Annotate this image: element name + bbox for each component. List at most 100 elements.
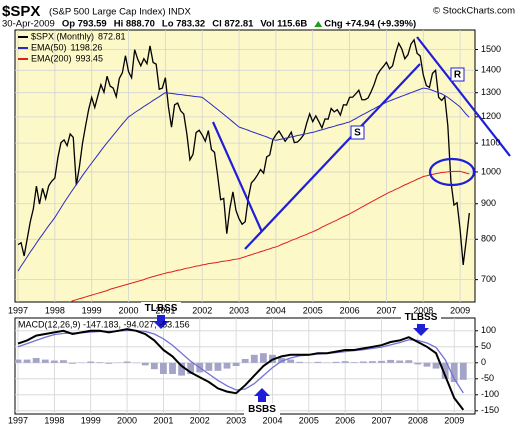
histogram-bar xyxy=(341,361,349,363)
annotation: TLBSS xyxy=(145,303,178,314)
x-tick-label: 2005 xyxy=(299,415,319,425)
annotation-box xyxy=(141,302,181,314)
quote-item: Hi 888.70 xyxy=(114,19,155,30)
x-tick-label: 2006 xyxy=(340,305,360,315)
histogram-bar xyxy=(378,360,385,363)
histogram-bar xyxy=(296,361,304,363)
histogram-bar xyxy=(160,362,167,374)
histogram-bar xyxy=(87,361,95,363)
x-tick-label: 1997 xyxy=(8,415,28,425)
y-tick-label: 1300 xyxy=(481,87,501,97)
histogram-bar xyxy=(250,354,258,363)
marks xyxy=(15,38,470,411)
quote-item: Op 793.59 xyxy=(62,19,107,30)
quote-item: 30-Apr-2009 xyxy=(2,19,55,30)
histogram-bar xyxy=(178,362,185,376)
histogram-bar xyxy=(32,358,40,363)
histogram-bar xyxy=(23,359,31,363)
y-tick-label: 700 xyxy=(481,274,496,284)
histogram-bar xyxy=(396,360,404,363)
annotation-box xyxy=(450,67,465,82)
histogram-bar xyxy=(314,361,322,363)
x-tick-label: 2009 xyxy=(450,305,470,315)
legend-label: $SPX (Monthly) xyxy=(31,31,94,41)
x-tick-label: 2004 xyxy=(266,305,286,315)
histogram-bar xyxy=(223,362,231,369)
x-tick-label: 1998 xyxy=(45,305,65,315)
x-tick-label: 2005 xyxy=(303,305,323,315)
annotation: BSBS xyxy=(248,404,276,415)
x-tick-label: 2002 xyxy=(192,305,212,315)
arrow xyxy=(254,388,270,402)
histogram-bar xyxy=(450,362,458,382)
histogram-bar xyxy=(123,361,131,363)
y-tick-label: 1500 xyxy=(481,44,501,54)
x-tick-label: 2000 xyxy=(117,415,137,425)
y-tick-label: 900 xyxy=(481,198,496,208)
histogram-bar xyxy=(287,359,295,363)
y-tick-label: 1200 xyxy=(481,111,501,121)
quote-line: 30-Apr-2009 Op 793.59 Hi 888.70 Lo 783.32 Cl… xyxy=(2,19,416,30)
histogram-bar xyxy=(432,362,440,369)
x-tick-label: 2001 xyxy=(153,415,173,425)
histogram-bar xyxy=(96,362,104,363)
histogram-bar xyxy=(205,362,213,371)
histogram-bar xyxy=(369,361,376,363)
histogram-bar xyxy=(15,359,22,363)
x-tick-label: 2008 xyxy=(413,305,433,315)
y-tick-label: -150 xyxy=(481,405,499,415)
y-tick-label: 100 xyxy=(481,325,496,335)
x-tick-label: 2008 xyxy=(408,415,428,425)
subtitle: (S&P 500 Large Cap Index) INDX xyxy=(49,7,192,18)
annotation: R xyxy=(454,70,462,81)
histogram-bar xyxy=(359,361,367,363)
x-tick-label: 2004 xyxy=(262,415,282,425)
histogram-bar xyxy=(241,358,249,363)
arrow xyxy=(413,324,429,336)
y-tick-label: 1000 xyxy=(481,166,501,176)
histogram-bar xyxy=(259,353,267,363)
series-line xyxy=(17,328,465,411)
x-tick-label: 2007 xyxy=(376,305,396,315)
histogram-bar xyxy=(169,362,176,374)
histogram-bar xyxy=(350,362,358,363)
arrow xyxy=(153,315,169,329)
x-tick-label: 2007 xyxy=(372,415,392,425)
y-tick-label: -100 xyxy=(481,389,499,399)
histogram-bar xyxy=(414,362,422,365)
x-tick-label: 1998 xyxy=(44,415,64,425)
credit: © StockCharts.com xyxy=(433,6,515,17)
annotation: S xyxy=(354,128,361,139)
series-line xyxy=(17,87,470,272)
x-tick-label: 2003 xyxy=(226,415,246,425)
y-tick-label: 1400 xyxy=(481,65,501,75)
histogram-bar xyxy=(278,358,285,363)
quote-item: Lo 783.32 xyxy=(162,19,205,30)
y-tick-label: 50 xyxy=(481,341,491,351)
trend-line xyxy=(244,63,421,250)
legend-value: 872.81 xyxy=(98,31,126,41)
x-tick-label: 2001 xyxy=(155,305,175,315)
x-tick-label: 2003 xyxy=(229,305,249,315)
x-tick-label: 1999 xyxy=(82,305,102,315)
symbol: $SPX xyxy=(2,3,40,20)
histogram-bar xyxy=(232,362,240,366)
legend-value: 1198.26 xyxy=(71,42,103,52)
histogram-bar xyxy=(332,361,340,363)
highlight-ellipse xyxy=(428,157,476,187)
x-tick-label: 2002 xyxy=(190,415,210,425)
trend-line xyxy=(211,121,264,233)
x-tick-label: 2006 xyxy=(335,415,355,425)
y-tick-label: 800 xyxy=(481,234,496,244)
quote-item: Cl 872.81 xyxy=(212,19,254,30)
macd-panel xyxy=(14,317,476,415)
histogram-bar xyxy=(405,360,413,363)
histogram-bar xyxy=(141,362,149,366)
annotation: TLBSS xyxy=(405,312,438,323)
up-arrow xyxy=(314,21,323,27)
histogram-bar xyxy=(60,360,67,363)
histogram-bar xyxy=(187,362,195,374)
histogram-bar xyxy=(41,359,49,363)
annotation-box xyxy=(350,125,365,140)
